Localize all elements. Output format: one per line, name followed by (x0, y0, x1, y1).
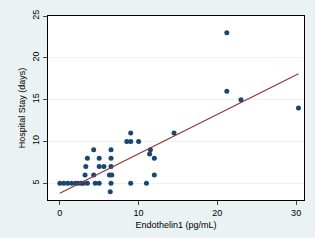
svg-text:15: 15 (31, 93, 41, 103)
svg-text:5: 5 (31, 179, 41, 184)
svg-text:Hospital Stay (days): Hospital Stay (days) (17, 68, 27, 149)
svg-text:30: 30 (291, 208, 301, 218)
svg-text:Endothelin1 (pg/mL): Endothelin1 (pg/mL) (135, 220, 216, 230)
svg-text:25: 25 (31, 10, 41, 20)
svg-text:10: 10 (134, 208, 144, 218)
svg-text:0: 0 (57, 208, 62, 218)
svg-text:20: 20 (212, 208, 222, 218)
svg-text:10: 10 (31, 135, 41, 145)
svg-text:20: 20 (31, 51, 41, 61)
